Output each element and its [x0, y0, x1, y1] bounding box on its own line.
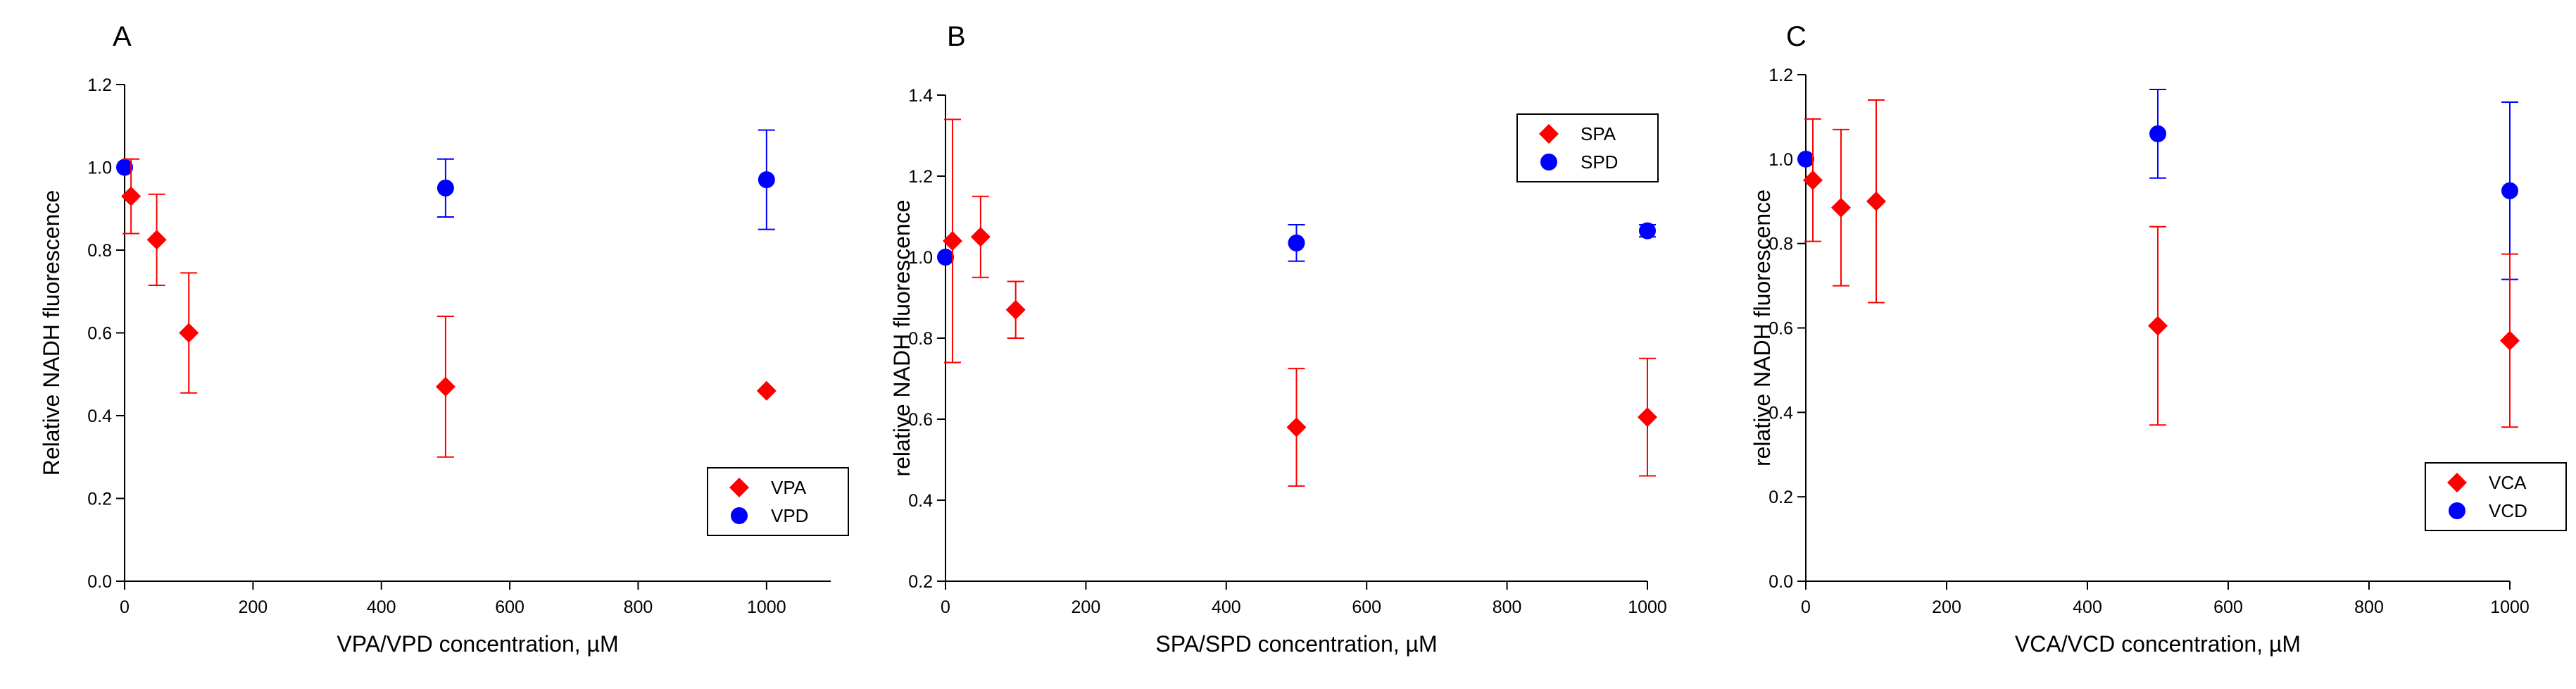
- x-axis-title: SPA/SPD concentration, µM: [1155, 631, 1437, 657]
- x-tick-label: 800: [624, 597, 653, 617]
- y-tick-label: 0.4: [87, 406, 112, 426]
- data-point-spd: [1288, 234, 1305, 252]
- data-point-vca: [1831, 197, 1851, 218]
- x-tick-label: 200: [239, 597, 268, 617]
- y-tick-label: 0.0: [87, 572, 112, 592]
- y-tick-label: 0.8: [908, 329, 933, 349]
- chart-panel-b: B 0.2 0.4 0.6 0.8 1.0 1.2 1.4 0 200 400 600 800 1000 S…: [889, 21, 1667, 657]
- data-point-vca: [2500, 330, 2520, 351]
- x-tick-label: 800: [1493, 597, 1522, 617]
- legend-box: [2425, 462, 2567, 531]
- data-point-spd: [1639, 222, 1656, 240]
- legend-label: VPA: [771, 477, 807, 498]
- x-tick-label: 600: [2213, 597, 2243, 617]
- y-tick-label: 0.2: [908, 572, 933, 592]
- x-tick-label: 200: [1072, 597, 1101, 617]
- y-tick-label: 0.6: [87, 324, 112, 344]
- y-tick-label: 0.2: [1768, 488, 1793, 507]
- data-point-vcd: [2501, 182, 2518, 199]
- y-axis-title: relative NADH fluorescence: [889, 199, 915, 476]
- x-axis-title: VPA/VPD concentration, µM: [337, 631, 618, 657]
- y-tick-label: 0.6: [1768, 319, 1793, 339]
- legend-label: VPD: [771, 505, 808, 526]
- data-point-vpa: [121, 186, 142, 206]
- panel-letter: C: [1786, 21, 1807, 52]
- panel-letter: B: [947, 21, 966, 52]
- y-tick-label: 0.0: [1768, 572, 1793, 592]
- legend-marker-circle: [2449, 502, 2465, 519]
- data-point-spd: [937, 249, 954, 266]
- data-point-spa: [1005, 299, 1026, 320]
- y-tick-label: 1.2: [908, 167, 933, 187]
- x-tick-label: 0: [120, 597, 130, 617]
- y-tick-label: 1.0: [87, 159, 112, 178]
- x-tick-label: 400: [367, 597, 396, 617]
- data-point-vca: [1803, 170, 1823, 190]
- data-point-spa: [942, 231, 962, 251]
- legend-box: [1516, 113, 1659, 182]
- data-point-vca: [2148, 316, 2168, 336]
- legend-marker-circle: [1540, 154, 1557, 170]
- legend-marker-circle: [731, 507, 748, 524]
- legend-marker-diamond: [729, 478, 749, 497]
- y-tick-label: 0.8: [87, 241, 112, 261]
- y-axis-title: relative NADH fluorescence: [1749, 190, 1775, 466]
- data-point-vpa: [179, 323, 199, 343]
- x-tick-label: 800: [2354, 597, 2384, 617]
- x-tick-label: 1000: [2490, 597, 2530, 617]
- x-tick-label: 600: [495, 597, 524, 617]
- y-tick-label: 1.0: [1768, 150, 1793, 170]
- y-tick-label: 0.8: [1768, 235, 1793, 254]
- data-point-spa: [1286, 417, 1307, 437]
- panel-letter: A: [113, 21, 132, 52]
- data-point-vpd: [758, 171, 775, 189]
- data-point-vpa: [435, 376, 455, 397]
- legend-label: VCD: [2489, 500, 2527, 521]
- x-tick-label: 200: [1932, 597, 1961, 617]
- data-point-vpa: [146, 230, 167, 250]
- x-tick-label: 400: [2073, 597, 2102, 617]
- x-tick-label: 0: [941, 597, 950, 617]
- x-tick-label: 600: [1352, 597, 1381, 617]
- data-point-vca: [1866, 191, 1886, 211]
- legend-box: [707, 467, 849, 536]
- data-point-spa: [970, 227, 991, 247]
- legend-label: VCA: [2489, 472, 2527, 493]
- x-axis-title: VCA/VCD concentration, µM: [2015, 631, 2301, 657]
- data-point-vpd: [116, 159, 133, 176]
- y-tick-label: 0.4: [908, 491, 933, 511]
- chart-panel-c: C 0.0 0.2 0.4 0.6 0.8 1.0 1.2 0 200 400 600 800 1000 V…: [1749, 21, 2567, 657]
- data-point-vpd: [436, 179, 454, 197]
- data-point-spa: [1638, 407, 1657, 428]
- x-tick-label: 0: [1801, 597, 1811, 617]
- x-tick-label: 400: [1212, 597, 1241, 617]
- x-tick-label: 1000: [1628, 597, 1667, 617]
- legend-label: SPA: [1581, 123, 1616, 144]
- legend-label: SPD: [1581, 151, 1618, 173]
- data-point-vcd: [2149, 125, 2166, 142]
- chart-panel-a: A 0.0 0.2 0.4 0.6 0.8 1.0 1.2 0 200 400 600 800 1000 V…: [39, 21, 849, 657]
- y-tick-label: 0.2: [87, 490, 112, 509]
- y-tick-label: 0.4: [1768, 403, 1793, 423]
- x-tick-label: 1000: [747, 597, 786, 617]
- legend-marker-diamond: [2447, 473, 2467, 492]
- y-tick-label: 0.6: [908, 410, 933, 430]
- data-point-vpa: [756, 380, 777, 401]
- y-tick-label: 1.0: [908, 248, 933, 268]
- y-tick-label: 1.2: [87, 75, 112, 95]
- data-point-vcd: [1797, 150, 1814, 168]
- y-tick-label: 1.2: [1768, 66, 1793, 85]
- y-axis-title: Relative NADH fluorescence: [39, 190, 64, 476]
- legend-marker-diamond: [1539, 124, 1559, 144]
- y-tick-label: 1.4: [908, 86, 933, 106]
